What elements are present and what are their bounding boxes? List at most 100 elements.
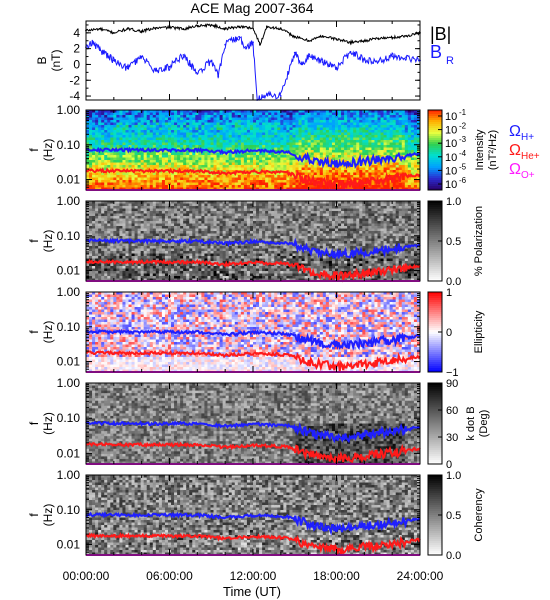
spectrogram-cell	[259, 125, 263, 128]
colorbar-swatch	[428, 164, 442, 167]
spectrogram-cell	[325, 137, 330, 141]
b-r-point	[126, 67, 129, 70]
spectrogram-cell	[371, 172, 375, 176]
spectrogram-cell	[201, 137, 205, 141]
spectrogram-cell	[401, 177, 406, 181]
spectrogram-cell	[180, 177, 184, 181]
spectrogram-cell	[92, 276, 96, 279]
spectrogram-cell	[219, 120, 224, 123]
spectrogram-cell	[161, 213, 166, 217]
spectrogram-cell	[122, 120, 126, 123]
spectrogram-cell	[347, 152, 351, 156]
spectrogram-cell	[365, 175, 369, 178]
spectrogram-cell	[113, 172, 117, 176]
spectrogram-cell	[395, 125, 400, 128]
spectrogram-cell	[171, 110, 175, 113]
legend-b-r: B	[430, 42, 442, 62]
spectrogram-cell	[131, 152, 135, 156]
spectrogram-cell	[292, 135, 296, 138]
spectrogram-cell	[313, 187, 318, 191]
spectrogram-cell	[313, 162, 318, 166]
spectrogram-cell	[134, 185, 139, 188]
spectrogram-cell	[101, 172, 105, 176]
spectrogram-cell	[131, 150, 135, 153]
spectrogram-cell	[413, 130, 418, 133]
spectrogram-cell	[92, 122, 96, 126]
spectrogram-cell	[328, 110, 333, 113]
spectrogram-cell	[171, 117, 175, 121]
spectrogram-cell	[113, 206, 117, 209]
spectrogram-cell	[189, 256, 193, 259]
spectrogram-cell	[104, 233, 108, 237]
spectrogram-cell	[231, 187, 236, 191]
spectrogram-cell	[216, 110, 220, 113]
spectrogram-cell	[98, 218, 102, 222]
spectrogram-cell	[189, 208, 193, 212]
spectrogram-cell	[253, 157, 257, 161]
spectrogram-cell	[265, 137, 269, 141]
spectrogram-cell	[265, 177, 269, 181]
spectrogram-cell	[104, 145, 108, 148]
spectrogram-cell	[410, 137, 415, 141]
spectrogram-cell	[134, 231, 139, 234]
spectrogram-cell	[167, 180, 172, 183]
spectrogram-cell	[277, 145, 281, 148]
spectrogram-cell	[171, 165, 175, 168]
spectrogram-cell	[231, 130, 236, 133]
spectrogram-cell	[389, 127, 394, 131]
spectrogram-cell	[192, 172, 196, 176]
spectrogram-cell	[341, 115, 345, 118]
spectrogram-cell	[286, 122, 290, 126]
spectrogram-cell	[143, 216, 148, 219]
spectrogram-cell	[356, 155, 360, 158]
spectrogram-cell	[371, 132, 375, 136]
colorbar-swatch	[428, 160, 442, 163]
spectrogram-cell	[167, 125, 172, 128]
spectrogram-cell	[404, 150, 409, 153]
spectrogram-cell	[277, 130, 281, 133]
spectrogram-cell	[152, 142, 157, 146]
spectrogram-cell	[310, 132, 315, 136]
b-r-line	[85, 36, 421, 101]
colorbar-swatch	[428, 112, 442, 115]
spectrogram-cell	[189, 276, 193, 279]
spectrogram-cell	[98, 236, 102, 239]
spectrogram-cell	[110, 276, 114, 279]
spectrogram-cell	[104, 273, 108, 277]
spectrogram-cell	[95, 201, 99, 204]
spectrogram-cell	[107, 216, 111, 219]
spectrogram-cell	[98, 211, 102, 214]
spectrogram-cell	[98, 122, 102, 126]
spectrogram-cell	[167, 268, 172, 272]
spectrogram-cell	[122, 175, 126, 178]
spectrogram-cell	[92, 231, 96, 234]
spectrogram-cell	[386, 142, 391, 146]
spectrogram-cell	[155, 137, 160, 141]
spectrogram-cell	[404, 152, 409, 156]
spectrogram-cell	[161, 241, 166, 244]
spectrogram-cell	[125, 145, 129, 148]
spectrogram-cell	[174, 115, 178, 118]
spectrogram-cell	[155, 110, 160, 113]
spectrogram-cell	[189, 117, 193, 121]
spectrogram-cell	[146, 112, 151, 116]
spectrogram-cell	[101, 221, 105, 224]
spectrogram-cell	[322, 165, 327, 168]
spectrogram-cell	[152, 278, 157, 282]
spectrogram-cell	[407, 137, 412, 141]
spectrogram-cell	[301, 162, 306, 166]
spectrogram-cell	[310, 170, 315, 173]
spectrogram-cell	[149, 213, 154, 217]
spectrogram-cell	[319, 147, 324, 151]
spectrogram-cell	[128, 273, 132, 277]
spectrogram-cell	[201, 213, 205, 217]
spectrogram-cell	[146, 233, 151, 237]
spectrogram-cell	[307, 185, 312, 188]
spectrogram-cell	[119, 127, 123, 131]
spectrogram-cell	[101, 117, 105, 121]
spectrogram-cell	[207, 137, 211, 141]
spectrogram-cell	[298, 125, 302, 128]
spectrogram-cell	[328, 175, 333, 178]
spectrogram-cell	[225, 175, 230, 178]
spectrogram-cell	[198, 231, 202, 234]
